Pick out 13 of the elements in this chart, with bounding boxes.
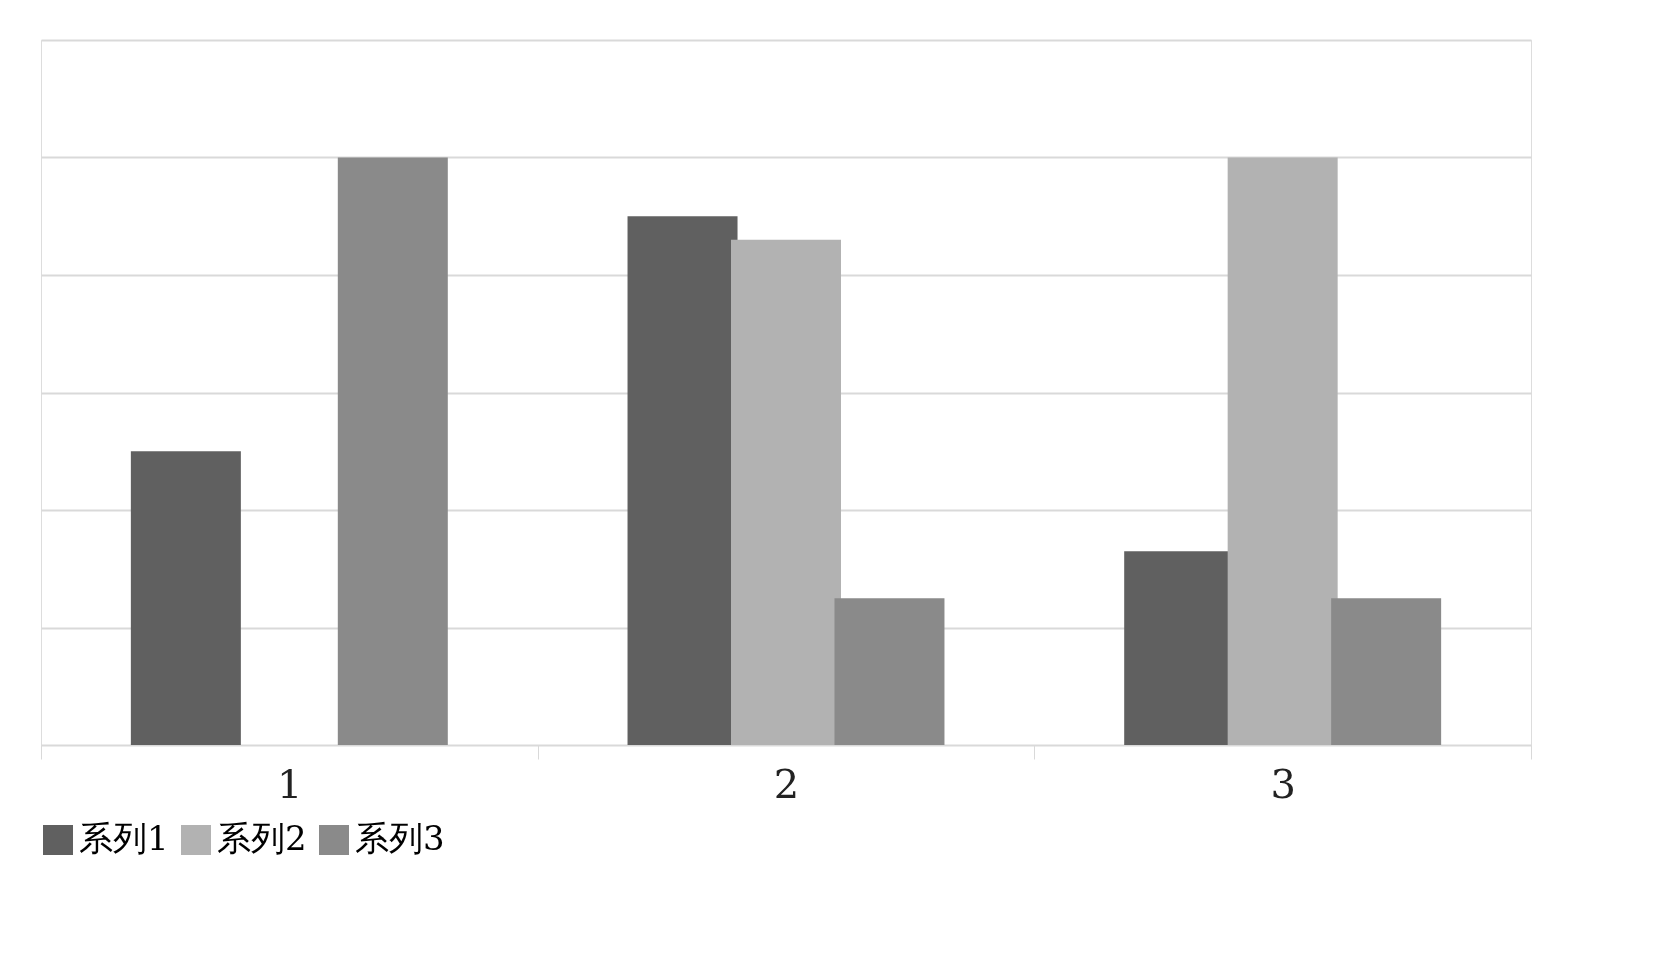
x-tick-label: 1 — [277, 760, 303, 807]
legend-label: 系列3 — [355, 818, 445, 858]
bar — [731, 239, 841, 745]
bar — [337, 157, 448, 745]
bar — [1331, 598, 1442, 745]
bar — [627, 216, 738, 745]
bar — [130, 451, 241, 745]
legend-label: 系列2 — [217, 818, 307, 858]
legend-label: 系列1 — [79, 818, 169, 858]
bar — [834, 598, 945, 745]
bar — [1227, 157, 1338, 745]
x-tick-label: 2 — [773, 760, 800, 807]
x-tick-label: 3 — [1270, 760, 1296, 807]
